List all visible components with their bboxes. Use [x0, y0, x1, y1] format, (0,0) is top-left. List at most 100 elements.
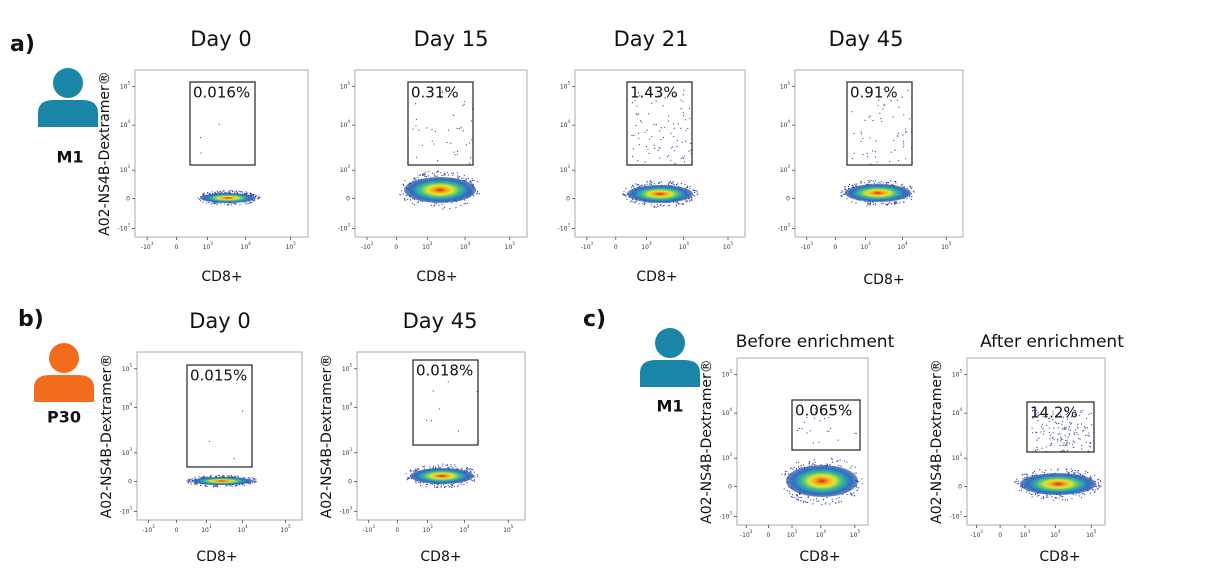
- y-axis-label: A02-NS4B-Dextramer®: [97, 71, 113, 236]
- event-dot: [804, 500, 807, 503]
- tick-exp: 3: [209, 524, 212, 529]
- event-dot: [471, 469, 473, 471]
- event-dot: [467, 177, 469, 180]
- event-dot: [1090, 492, 1092, 494]
- tick-exp: 3: [127, 223, 130, 228]
- event-dot: [807, 496, 809, 498]
- event-dot: [471, 179, 474, 182]
- event-dot: [249, 483, 251, 485]
- tick-label: -103: [363, 524, 376, 534]
- event-dot: [426, 484, 429, 486]
- event-dot: [695, 190, 697, 192]
- tick-base: -10: [120, 508, 130, 515]
- gate-event: [1052, 432, 1054, 434]
- event-dot: [440, 172, 442, 174]
- gate-event: [883, 104, 885, 106]
- event-dot: [848, 187, 850, 189]
- event-dot: [1066, 499, 1069, 501]
- event-dot: [901, 183, 903, 185]
- tick-exp: 3: [959, 511, 962, 516]
- gate-event: [668, 155, 670, 157]
- tick-label: 103: [203, 241, 214, 251]
- event-dot: [1018, 490, 1020, 492]
- gate-event: [1073, 409, 1075, 411]
- event-dot: [685, 187, 687, 189]
- tick-base: -10: [778, 225, 788, 232]
- event-dot: [436, 486, 438, 488]
- tick-label: 0: [786, 195, 790, 202]
- tick-label: 0: [614, 244, 618, 251]
- gate-event: [463, 103, 465, 105]
- event-dot: [413, 204, 415, 206]
- event-dot: [190, 483, 192, 485]
- gate-event: [1088, 413, 1090, 415]
- event-dot: [844, 186, 846, 188]
- event-dot: [239, 204, 241, 206]
- event-dot: [783, 488, 785, 490]
- gate-event: [638, 144, 640, 146]
- event-dot: [668, 182, 670, 184]
- event-dot: [1058, 497, 1060, 499]
- gate: [412, 359, 479, 446]
- event-dot: [796, 467, 798, 470]
- event-dot: [831, 498, 833, 500]
- event-dot: [1026, 474, 1028, 476]
- tick-exp: 3: [567, 164, 570, 169]
- gate-event: [421, 144, 424, 147]
- event-dot: [688, 200, 691, 202]
- tick-exp: 3: [750, 529, 753, 534]
- event-dot: [685, 201, 688, 203]
- event-dot: [844, 189, 846, 191]
- event-dot: [428, 170, 430, 173]
- event-dot: [826, 496, 828, 499]
- tick-label: 104: [342, 401, 353, 411]
- event-dot: [1097, 485, 1100, 487]
- event-dot: [465, 202, 467, 204]
- event-dot: [869, 202, 871, 204]
- event-dot: [1084, 493, 1086, 495]
- gate-event: [1075, 414, 1077, 416]
- gate-event: [1052, 436, 1054, 438]
- event-dot: [861, 478, 863, 480]
- gate-event: [853, 152, 855, 154]
- event-dot: [638, 202, 640, 205]
- event-dot: [249, 477, 251, 479]
- event-dot: [846, 461, 848, 463]
- event-dot: [197, 197, 199, 199]
- tick-label: 0: [958, 483, 962, 490]
- event-dot: [815, 498, 818, 500]
- tick-base: 10: [340, 122, 348, 129]
- event-dot: [460, 204, 462, 207]
- event-dot: [425, 176, 428, 178]
- event-dot: [216, 204, 218, 206]
- event-dot: [470, 479, 472, 481]
- y-axis-label: A02-NS4B-Dextramer®: [929, 359, 945, 524]
- gate-event: [903, 114, 905, 116]
- event-dot: [875, 204, 877, 206]
- gate-event: [648, 113, 650, 115]
- tick-exp: 3: [959, 452, 962, 457]
- gate-event: [446, 141, 448, 144]
- event-dot: [787, 473, 789, 475]
- tick-base: 0: [175, 244, 179, 251]
- event-dot: [202, 201, 204, 203]
- event-dot: [1094, 489, 1096, 491]
- tick-base: -10: [950, 513, 960, 520]
- tick-base: -10: [142, 527, 152, 534]
- gate-event: [651, 102, 653, 104]
- gate-event: [1073, 446, 1075, 449]
- event-dot: [201, 194, 203, 196]
- tick-label: 104: [120, 119, 131, 129]
- plot-title: Day 45: [403, 309, 478, 333]
- event-dot: [241, 483, 243, 486]
- gate-event: [682, 112, 685, 114]
- tick-base: 10: [641, 244, 649, 251]
- event-dot: [463, 174, 465, 177]
- x-axis-label: CD8+: [636, 269, 677, 285]
- gate-event: [842, 409, 844, 411]
- gate-event: [1038, 437, 1040, 439]
- event-dot: [657, 206, 659, 208]
- gate-event: [241, 410, 244, 412]
- tick-base: 10: [952, 455, 960, 462]
- event-dot: [258, 195, 260, 197]
